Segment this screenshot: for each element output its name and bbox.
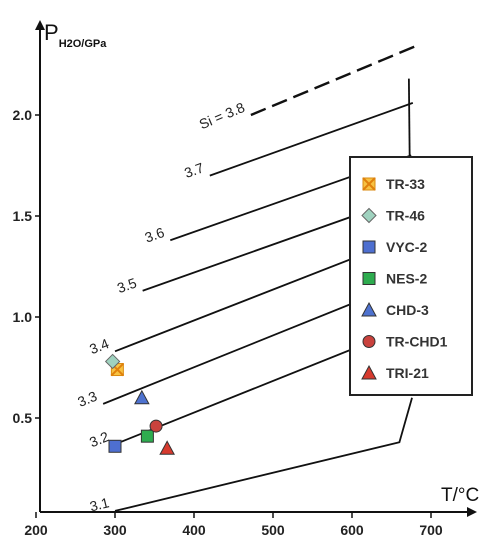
- y-tick-label-1-5: 1.5: [13, 208, 33, 224]
- isopleth-label-3-4: 3.4: [87, 335, 111, 357]
- y-axis-title-main: P: [44, 20, 59, 45]
- legend-marker-tr-33: [362, 177, 376, 191]
- legend-item-tr-chd1: TR-CHD1: [362, 334, 448, 350]
- data-point-chd-3: [134, 389, 150, 405]
- y-tick-label-1: 1.0: [13, 309, 33, 325]
- legend-label-vyc-2: VYC-2: [386, 239, 427, 255]
- data-point-tr-46: [104, 353, 121, 370]
- y-axis-title: PH2O/GPa: [44, 20, 107, 50]
- legend-item-vyc-2: VYC-2: [362, 239, 427, 255]
- data-points: [104, 353, 175, 455]
- data-point-tri-21: [159, 440, 175, 455]
- legend-item-chd-3: CHD-3: [361, 301, 429, 318]
- isopleth-3-7: [209, 102, 414, 177]
- isopleth-label-3-5: 3.5: [115, 274, 139, 296]
- y-tick-label-2: 2.0: [13, 107, 33, 123]
- isopleth-3-1: [114, 397, 413, 512]
- data-point-vyc-2: [108, 439, 122, 453]
- legend-label-tr-chd1: TR-CHD1: [386, 334, 448, 350]
- isopleth-lines: 3.1 3.2 3.3 3.4 3.5 3.6 3.7 Si = 3.8: [75, 45, 416, 514]
- x-tick-label-200: 200: [24, 522, 48, 538]
- legend-item-tri-21: TRI-21: [361, 364, 429, 381]
- x-axis-title: T/°C: [441, 485, 479, 506]
- x-axis-title-main: T/: [441, 485, 459, 506]
- isopleth-label-3-6: 3.6: [143, 224, 167, 246]
- legend-marker-tri-21: [361, 364, 377, 380]
- isopleth-si-3-8: [250, 45, 416, 117]
- x-tick-label-600: 600: [340, 522, 364, 538]
- y-axis-title-sub: H2O/GPa: [59, 38, 108, 50]
- axes: 200 300 400 500 600 700 0.5 1.0 1.5 2.0: [13, 20, 477, 538]
- isopleth-label-3-3: 3.3: [75, 388, 99, 410]
- legend-label-chd-3: CHD-3: [386, 302, 429, 318]
- x-tick-label-700: 700: [419, 522, 443, 538]
- legend-marker-vyc-2: [362, 240, 376, 254]
- data-point-nes-2: [140, 429, 154, 443]
- x-tick-label-400: 400: [182, 522, 206, 538]
- legend-marker-tr-chd1: [362, 335, 376, 348]
- legend-marker-tr-46: [361, 207, 377, 224]
- isopleth-label-3-7: 3.7: [182, 159, 206, 181]
- legend-marker-nes-2: [362, 272, 376, 285]
- legend-label-tri-21: TRI-21: [386, 365, 429, 381]
- isopleth-label-3-1: 3.1: [88, 494, 111, 514]
- isopleth-label-si-3-8: Si = 3.8: [197, 99, 248, 132]
- legend-label-nes-2: NES-2: [386, 271, 427, 287]
- y-tick-label-0-5: 0.5: [13, 410, 33, 426]
- isopleth-label-3-2: 3.2: [87, 428, 111, 450]
- x-tick-label-500: 500: [261, 522, 285, 538]
- legend-item-tr-33: TR-33: [362, 176, 425, 192]
- legend-item-nes-2: NES-2: [362, 271, 427, 287]
- legend-label-tr-33: TR-33: [386, 176, 425, 192]
- legend-label-tr-46: TR-46: [386, 208, 425, 224]
- x-tick-label-300: 300: [103, 522, 127, 538]
- legend-item-tr-46: TR-46: [361, 207, 425, 224]
- x-axis-title-unit: °C: [458, 485, 479, 506]
- data-point-tr-chd1: [149, 419, 163, 433]
- legend: TR-33 TR-46 VYC-2 NES-2 CHD-3 TR-CHD1 TRI-21: [349, 156, 473, 396]
- legend-marker-chd-3: [361, 301, 377, 317]
